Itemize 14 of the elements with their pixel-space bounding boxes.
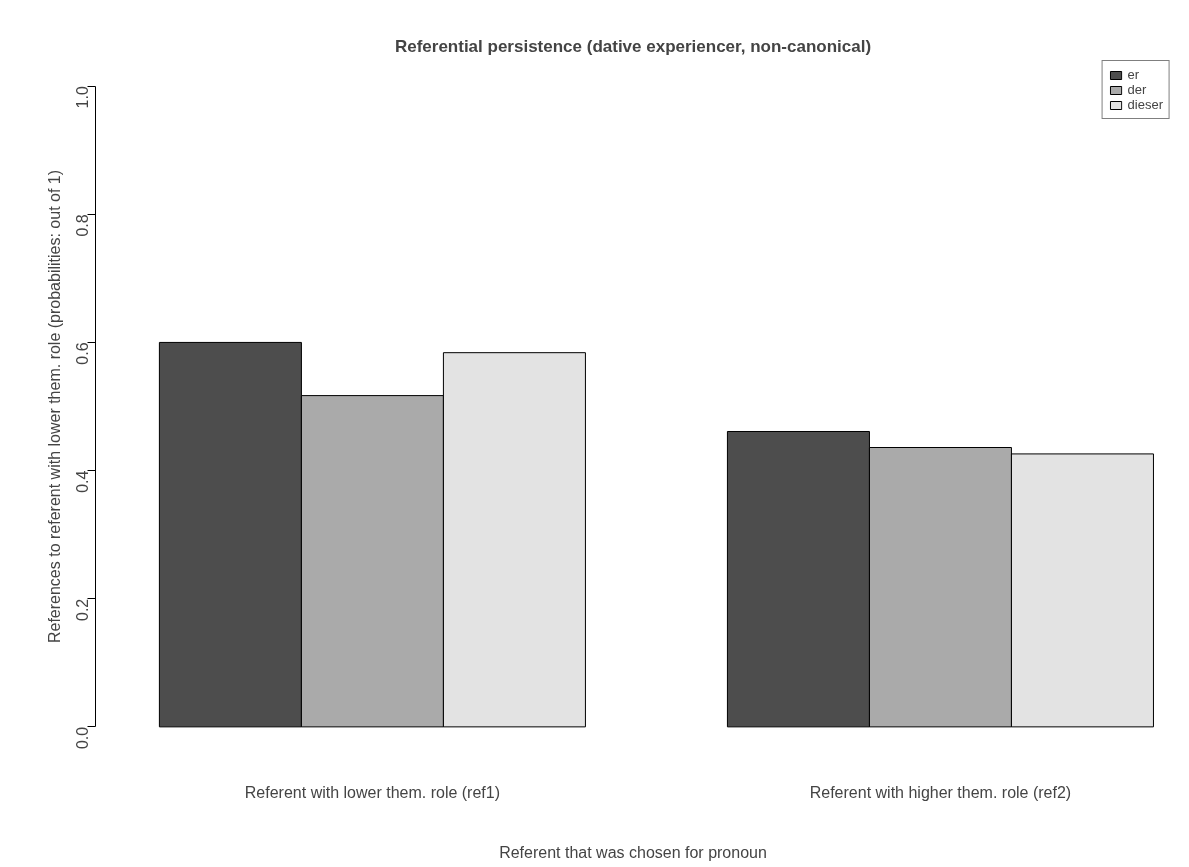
y-tick-label: 0.4: [74, 470, 92, 493]
legend-label: dieser: [1127, 97, 1163, 112]
y-axis-title: References to referent with lower them. role (probabilities: out of 1): [45, 169, 63, 644]
legend-label: der: [1127, 82, 1148, 97]
x-tick-label: Referent with lower them. role (ref1): [244, 783, 501, 801]
chart-title: Referential persistence (dative experiencer, non-canonical): [394, 36, 872, 56]
legend-label: er: [1127, 67, 1141, 82]
y-tick-label: 0.2: [74, 598, 92, 621]
x-tick-label: Referent with higher them. role (ref2): [809, 783, 1072, 801]
y-tick-label: 0.8: [74, 214, 92, 237]
x-axis-title: Referent that was chosen for pronoun: [499, 843, 767, 861]
y-tick-label: 0.0: [74, 726, 92, 750]
y-tick-label: 1.0: [74, 86, 92, 109]
y-tick-label: 0.6: [74, 342, 92, 365]
